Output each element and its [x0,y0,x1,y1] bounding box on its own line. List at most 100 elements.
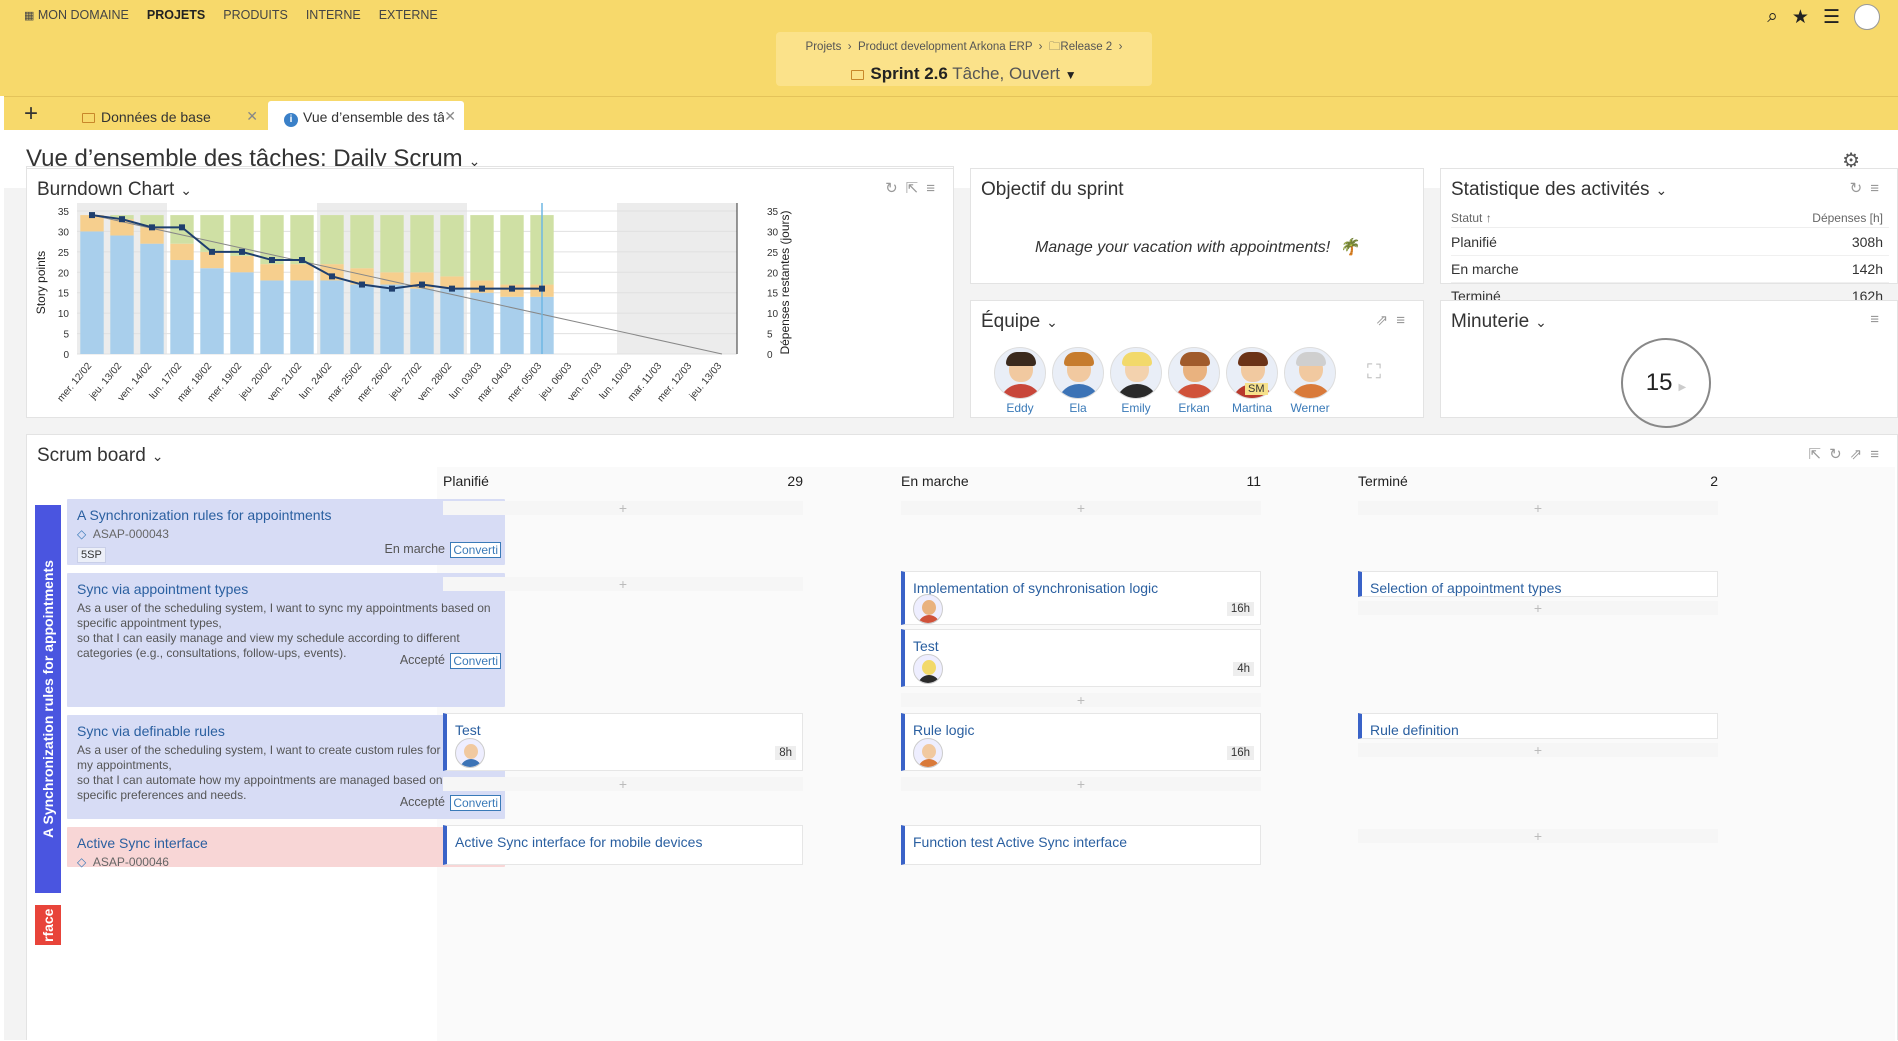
converted-badge[interactable]: Converti [450,795,501,811]
add-task-button[interactable]: + [1358,829,1718,843]
breadcrumb-projects[interactable]: Projets [805,41,842,53]
y2-tick-label: 15 [767,289,779,300]
export-icon[interactable]: ⇱ [1808,446,1830,463]
task-card[interactable]: Test 4h [901,629,1261,687]
add-task-button[interactable]: + [443,501,803,515]
stats-title[interactable]: Statistique des activités ⌄ [1451,179,1668,200]
column-in-progress-header: En marche 11 [901,473,1261,489]
tab-task-overview[interactable]: i Vue d’ensemble des tâc ✕ [268,101,464,131]
scrum-board-title[interactable]: Scrum board ⌄ [37,445,164,466]
breadcrumb-product[interactable]: Product development Arkona ERP [857,41,1033,53]
epic-bar-active-sync[interactable]: rface [35,905,61,945]
bar-segment [290,280,314,354]
y2-tick-label: 5 [767,330,773,341]
refresh-icon[interactable]: ↻ [1849,180,1871,197]
team-member[interactable]: Ela [1049,347,1107,415]
team-member[interactable]: Eddy [991,347,1049,415]
task-card[interactable]: Selection of appointment types [1358,571,1718,597]
refresh-icon[interactable]: ↻ [1829,446,1850,463]
folder-icon [851,70,865,80]
converted-badge[interactable]: Converti [450,542,501,558]
sort-status-header[interactable]: Statut ↑ [1451,211,1492,225]
close-icon[interactable]: ✕ [444,108,456,125]
chevron-down-icon: ⌄ [1046,314,1058,330]
search-icon[interactable]: ⌕ [1767,6,1778,27]
burndown-point [119,216,125,223]
add-task-button[interactable]: + [1358,501,1718,515]
timer-title[interactable]: Minuterie ⌄ [1451,311,1547,332]
nav-external[interactable]: EXTERNE [378,8,438,22]
team-member[interactable]: Werner [1281,347,1339,415]
sprint-selector[interactable]: Sprint 2.6 Tâche, Ouvert ▼ [776,64,1152,84]
team-member[interactable]: SM Martina [1223,347,1281,415]
breadcrumb-release[interactable]: Release 2 [1060,41,1113,53]
bar-segment [110,235,134,354]
add-tab-button[interactable]: + [24,100,39,127]
star-icon[interactable]: ★ [1791,6,1809,28]
export-icon[interactable]: ⇱ [905,180,927,197]
team-title[interactable]: Équipe ⌄ [981,311,1058,332]
team-member[interactable]: Erkan [1165,347,1223,415]
team-member[interactable]: Emily [1107,347,1165,415]
menu-icon[interactable]: ☰ [1822,6,1840,28]
add-task-button[interactable]: + [1358,601,1718,615]
avatar [1168,347,1220,399]
nav-internal[interactable]: INTERNE [305,8,361,22]
add-task-button[interactable]: + [1358,743,1718,757]
bar-segment [440,276,464,289]
refresh-icon[interactable]: ↻ [885,180,906,197]
y-tick-label: 15 [58,289,70,300]
burndown-point [179,224,185,231]
task-card[interactable]: Rule definition [1358,713,1718,739]
converted-badge[interactable]: Converti [450,653,501,669]
add-task-button[interactable]: + [901,777,1261,791]
sprint-goal-panel: Objectif du sprint Manage your vacation … [970,168,1424,284]
task-card[interactable]: Function test Active Sync interface [901,825,1261,865]
open-external-icon[interactable]: ⇗ [1849,446,1871,463]
folder-icon: 🗀 [1048,41,1061,53]
activity-stats-panel: Statistique des activités ⌄ ↻≡ Statut ↑ Dé… [1440,168,1898,304]
bar-segment [260,280,284,354]
story-card[interactable]: Sync via definable rules As a user of th… [67,715,505,819]
nav-products[interactable]: PRODUITS [223,8,288,22]
sliders-icon[interactable]: ≡ [1870,180,1887,197]
stats-header: Statut ↑ Dépenses [h] [1451,211,1889,228]
epic-bar-sync-rules[interactable]: A Synchronization rules for appointments [35,505,61,893]
scrum-board-panel: Scrum board ⌄ ⇱↻⇗≡ Planifié 29 En marche 11… [26,434,1898,1041]
y-tick-label: 10 [58,309,70,320]
sliders-icon[interactable]: ≡ [1396,312,1413,329]
bar-segment [470,292,494,354]
tab-base-data[interactable]: Données de base ✕ [66,101,266,131]
info-icon: i [284,113,298,127]
sliders-icon[interactable]: ≡ [926,180,943,197]
user-avatar[interactable] [1854,4,1880,30]
sliders-icon[interactable]: ≡ [1870,311,1887,328]
burndown-title[interactable]: Burndown Chart ⌄ [37,179,193,200]
add-task-button[interactable]: + [901,501,1261,515]
close-icon[interactable]: ✕ [246,108,258,124]
panel-actions: ⇱↻⇗≡ [1809,445,1888,463]
story-card[interactable]: Sync via appointment types As a user of … [67,573,505,707]
fit-screen-icon[interactable]: ⛶ [1367,361,1381,383]
chevron-down-icon: ⌄ [1535,314,1547,330]
task-card[interactable]: Rule logic 16h [901,713,1261,771]
add-task-button[interactable]: + [901,693,1261,707]
task-card[interactable]: Test 8h [443,713,803,771]
y2-tick-label: 20 [767,268,779,279]
settings-sliders-icon[interactable]: ⚙ [1842,150,1860,172]
spend-header[interactable]: Dépenses [h] [1812,211,1883,225]
task-card[interactable]: Active Sync interface for mobile devices [443,825,803,865]
open-external-icon[interactable]: ⇗ [1375,312,1397,329]
task-card[interactable]: Implementation of synchronisation logic … [901,571,1261,625]
timer-dial[interactable]: 15 ▶ [1621,338,1711,428]
story-card[interactable]: A Synchronization rules for appointments… [67,499,505,565]
story-card[interactable]: Active Sync interface ◇ ASAP-000046 [67,827,505,869]
add-task-button[interactable]: + [443,777,803,791]
bar-segment [140,243,164,354]
bar-segment [320,264,344,281]
add-task-button[interactable]: + [443,577,803,591]
sprint-goal-title: Objectif du sprint [981,179,1124,200]
nav-my-domain[interactable]: ▦ MON DOMAINE [24,8,129,22]
sliders-icon[interactable]: ≡ [1870,446,1887,463]
nav-projects[interactable]: PROJETS [146,8,206,22]
